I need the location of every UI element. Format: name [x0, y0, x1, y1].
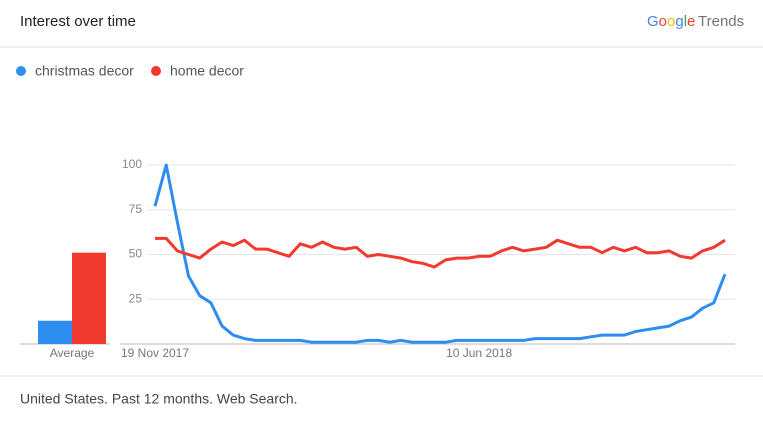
y-tick-label: 100 [122, 157, 142, 171]
y-tick-label: 25 [129, 291, 143, 305]
series-line [153, 163, 727, 344]
legend-label: home decor [170, 63, 244, 79]
average-bar [38, 320, 72, 344]
average-label: Average [50, 346, 95, 360]
card-title: Interest over time [20, 13, 136, 30]
footer-text: United States. Past 12 months. Web Searc… [20, 391, 298, 407]
brand-logo: Google [647, 13, 695, 30]
legend-label: christmas decor [35, 63, 134, 79]
legend-swatch [16, 66, 26, 76]
x-tick-label: 10 Jun 2018 [446, 346, 512, 360]
brand-product: Trends [698, 13, 744, 30]
legend-swatch [151, 66, 161, 76]
y-tick-label: 75 [129, 202, 143, 216]
y-tick-label: 50 [129, 247, 143, 261]
series-line [155, 236, 726, 269]
x-tick-label: 19 Nov 2017 [121, 346, 189, 360]
average-bar [72, 252, 106, 344]
